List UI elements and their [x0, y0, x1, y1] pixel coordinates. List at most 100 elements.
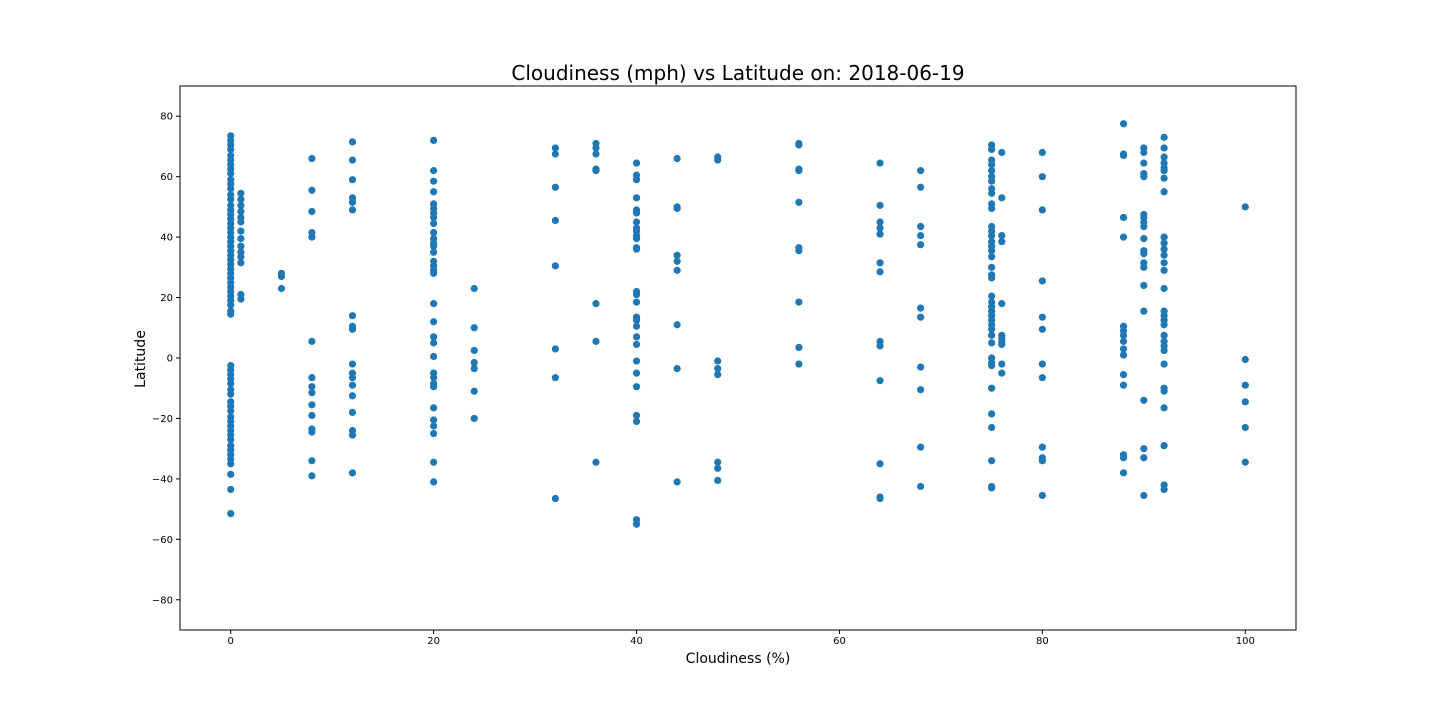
data-point — [988, 384, 996, 392]
data-point — [470, 414, 478, 423]
x-tick-label: 40 — [630, 636, 643, 647]
data-point — [917, 363, 925, 371]
data-point — [1119, 151, 1128, 160]
data-point — [430, 177, 438, 185]
data-point — [876, 159, 884, 167]
data-point — [430, 136, 438, 144]
data-point — [1119, 120, 1128, 128]
y-tick-label: 40 — [160, 233, 173, 244]
data-point — [876, 201, 884, 209]
data-point — [430, 318, 438, 326]
data-point — [1160, 346, 1168, 355]
data-point — [795, 343, 803, 352]
data-point — [237, 242, 245, 250]
data-point — [430, 242, 438, 250]
data-point — [876, 224, 884, 232]
data-point — [917, 232, 925, 240]
data-point — [1160, 167, 1168, 175]
data-point — [1038, 443, 1046, 451]
data-point — [237, 253, 245, 261]
data-point — [430, 167, 438, 175]
y-tick-label: −60 — [152, 535, 173, 546]
data-point — [714, 357, 722, 365]
data-point — [348, 408, 357, 416]
data-point — [1119, 371, 1128, 379]
data-point — [227, 301, 235, 309]
data-point — [1160, 174, 1168, 182]
data-point — [673, 257, 681, 265]
data-point — [470, 358, 478, 367]
data-point — [1160, 144, 1168, 152]
data-point — [1160, 233, 1168, 241]
data-point — [348, 206, 357, 214]
data-point — [348, 374, 357, 382]
x-axis-label: Cloudiness (%) — [686, 651, 791, 667]
data-point — [1119, 351, 1128, 359]
data-point — [227, 390, 235, 398]
data-point — [917, 482, 925, 491]
data-point — [917, 241, 925, 249]
data-point — [632, 357, 641, 365]
data-point — [1140, 396, 1148, 404]
data-point — [470, 387, 478, 395]
data-point — [673, 154, 681, 163]
data-point — [876, 377, 884, 385]
data-point — [348, 392, 357, 400]
data-point — [430, 213, 438, 222]
data-point — [348, 469, 357, 477]
data-point — [430, 188, 438, 196]
data-point — [1140, 235, 1148, 243]
data-point — [795, 141, 803, 149]
data-point — [227, 145, 235, 154]
data-point — [917, 443, 925, 451]
data-point — [1160, 153, 1168, 161]
data-point — [227, 195, 235, 203]
data-point — [348, 381, 357, 389]
data-point — [1119, 454, 1128, 462]
data-point — [227, 460, 235, 468]
data-point — [1119, 469, 1128, 477]
data-point — [998, 238, 1006, 246]
data-point — [1119, 337, 1128, 345]
data-point — [551, 494, 559, 503]
data-point — [308, 389, 316, 397]
axes: 0 20 40 60 80 100 −80 −60 −40 −20 0 20 40 60 80 — [152, 85, 1297, 647]
data-point — [632, 520, 641, 528]
data-point — [348, 156, 357, 164]
data-point — [1140, 222, 1148, 231]
data-point — [277, 284, 286, 293]
data-point — [632, 298, 641, 306]
data-point — [1119, 233, 1128, 241]
data-point — [470, 364, 478, 373]
data-point — [632, 218, 641, 226]
y-tick-label: 80 — [160, 112, 173, 123]
data-point — [632, 176, 641, 184]
data-point — [592, 300, 600, 308]
data-point — [795, 167, 803, 175]
data-point — [237, 227, 245, 235]
data-point — [876, 268, 884, 276]
data-point — [988, 331, 996, 339]
y-tick-label: −20 — [152, 414, 173, 425]
data-point — [632, 340, 641, 348]
data-point — [430, 352, 438, 361]
data-point — [551, 183, 559, 191]
data-point — [1241, 203, 1249, 211]
data-point — [988, 167, 996, 175]
data-point — [998, 340, 1006, 348]
data-point — [470, 346, 478, 355]
chart-title: Cloudiness (mph) vs Latitude on: 2018-06… — [511, 61, 964, 85]
data-point — [308, 207, 316, 216]
data-point — [632, 235, 641, 243]
data-point — [237, 189, 245, 197]
data-point — [1140, 148, 1148, 157]
data-point — [348, 431, 357, 439]
data-point — [988, 410, 996, 418]
data-point — [988, 484, 996, 492]
data-point — [1160, 404, 1168, 412]
data-point — [430, 478, 438, 486]
data-point — [1160, 360, 1168, 368]
data-point — [1160, 239, 1168, 247]
data-point — [917, 222, 925, 231]
